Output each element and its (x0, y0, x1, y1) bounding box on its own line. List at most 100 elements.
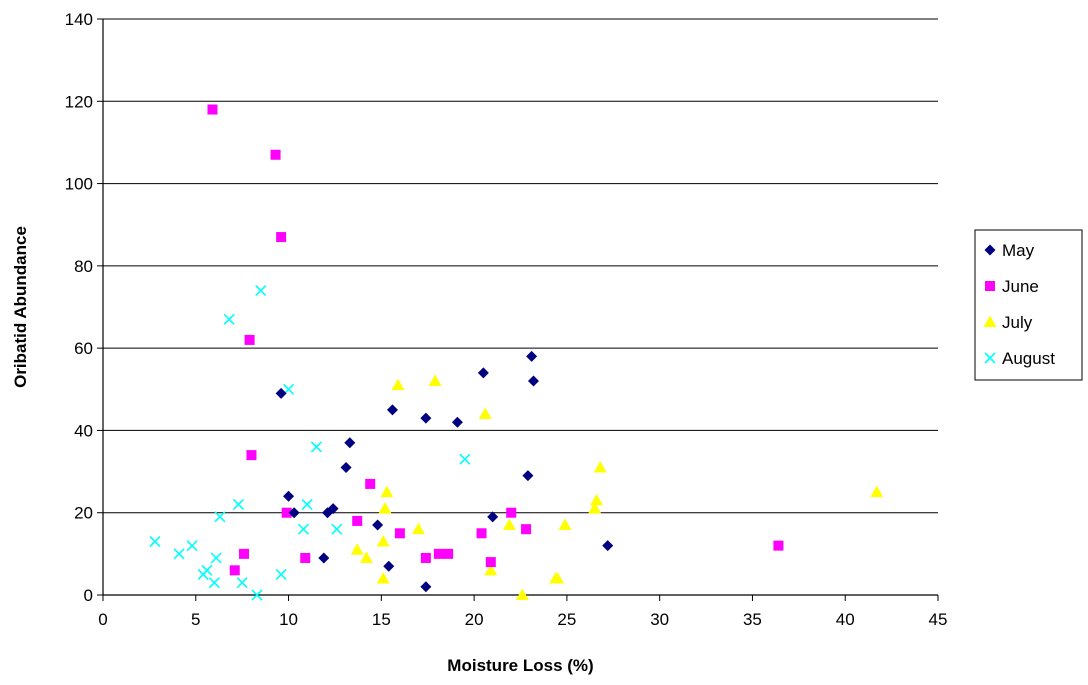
x-stroke (208, 577, 220, 589)
data-point-may (344, 437, 356, 449)
data-point-june (207, 104, 218, 115)
data-point-may (477, 367, 489, 379)
data-point-august (223, 313, 235, 325)
data-point-july (502, 518, 516, 531)
data-point-june (420, 552, 431, 563)
data-point-august (310, 441, 322, 453)
data-point-july (359, 551, 373, 563)
y-tick-label: 40 (74, 421, 93, 440)
x-stroke (301, 498, 313, 511)
data-point-august (297, 523, 309, 535)
x-tick-label: 45 (929, 610, 948, 629)
data-point-august (984, 352, 996, 364)
y-tick-label: 100 (65, 175, 93, 194)
data-point-august (214, 511, 226, 523)
data-point-august (201, 564, 213, 576)
x-stroke (210, 552, 222, 564)
data-point-august (208, 577, 220, 589)
data-markers (149, 104, 884, 601)
data-point-may (602, 540, 614, 552)
data-point-july (588, 502, 602, 514)
data-point-july (484, 563, 498, 576)
data-point-august (210, 552, 222, 564)
data-point-july (515, 588, 529, 600)
legend-label: July (1002, 313, 1033, 332)
data-point-july (870, 485, 884, 498)
x-stroke (984, 352, 996, 364)
x-tick-label: 0 (98, 610, 107, 629)
legend-label: August (1002, 349, 1055, 368)
data-point-july (590, 493, 604, 506)
data-point-july (593, 460, 607, 473)
data-point-may (288, 507, 300, 519)
data-point-august (255, 284, 267, 297)
x-stroke (255, 284, 267, 297)
legend-label: May (1002, 241, 1035, 260)
data-point-may (275, 387, 287, 399)
data-point-may (383, 560, 395, 572)
x-stroke (149, 535, 161, 548)
data-point-june (394, 528, 405, 539)
data-point-july (376, 572, 390, 584)
data-point-may (318, 552, 330, 564)
data-point-may (451, 416, 463, 428)
legend-item-august: August (984, 349, 1055, 368)
data-point-june (270, 149, 281, 160)
x-tick-label: 40 (836, 610, 855, 629)
y-tick-label: 0 (84, 586, 93, 605)
data-point-may (283, 490, 295, 502)
gridlines (103, 18, 938, 514)
y-tick-label: 140 (65, 10, 93, 29)
data-point-may (527, 375, 539, 387)
data-point-june (276, 232, 287, 243)
x-stroke (186, 540, 198, 552)
x-stroke (214, 511, 226, 523)
data-point-may (526, 350, 538, 362)
data-point-july (376, 535, 390, 547)
data-point-may (420, 581, 432, 593)
x-tick-label: 25 (557, 610, 576, 629)
y-tick-label: 60 (74, 339, 93, 358)
data-point-june (476, 528, 487, 539)
data-point-may (984, 244, 996, 256)
data-point-may (340, 461, 352, 473)
x-tick-label: 30 (650, 610, 669, 629)
data-point-august (331, 523, 343, 535)
legend-item-july: July (983, 313, 1033, 332)
x-stroke (310, 441, 322, 453)
data-point-june (985, 281, 995, 291)
data-point-july (391, 378, 405, 391)
x-tick-label: 5 (191, 610, 200, 629)
data-point-august (275, 568, 287, 580)
x-tick-label: 15 (372, 610, 391, 629)
data-point-july (983, 315, 997, 327)
x-stroke (331, 523, 343, 535)
x-stroke (201, 564, 213, 576)
data-point-june (352, 515, 363, 526)
data-point-august (301, 498, 313, 511)
data-point-august (173, 548, 185, 560)
data-point-august (232, 498, 245, 511)
data-point-may (487, 511, 499, 523)
data-point-june (433, 548, 444, 559)
data-point-august (236, 577, 248, 589)
axis-ticks (97, 18, 939, 601)
data-point-june (281, 507, 292, 518)
legend: May June July August (974, 229, 1083, 381)
data-point-may (522, 470, 534, 482)
data-point-june (521, 524, 532, 535)
data-point-august (149, 535, 161, 548)
data-point-august (251, 589, 263, 601)
data-point-july (428, 374, 442, 387)
x-stroke (297, 523, 309, 535)
data-point-august (186, 540, 198, 552)
x-stroke (459, 453, 471, 465)
plot-area (97, 18, 939, 601)
y-axis-title: Oribatid Abundance (11, 226, 30, 388)
x-stroke (232, 498, 245, 511)
tick-labels: 0 20 40 60 80 100 120 140 0 5 10 15 20 25 30 35 40 45 (65, 10, 948, 629)
data-point-june (229, 565, 240, 576)
data-point-may (327, 503, 339, 515)
x-tick-label: 35 (743, 610, 762, 629)
